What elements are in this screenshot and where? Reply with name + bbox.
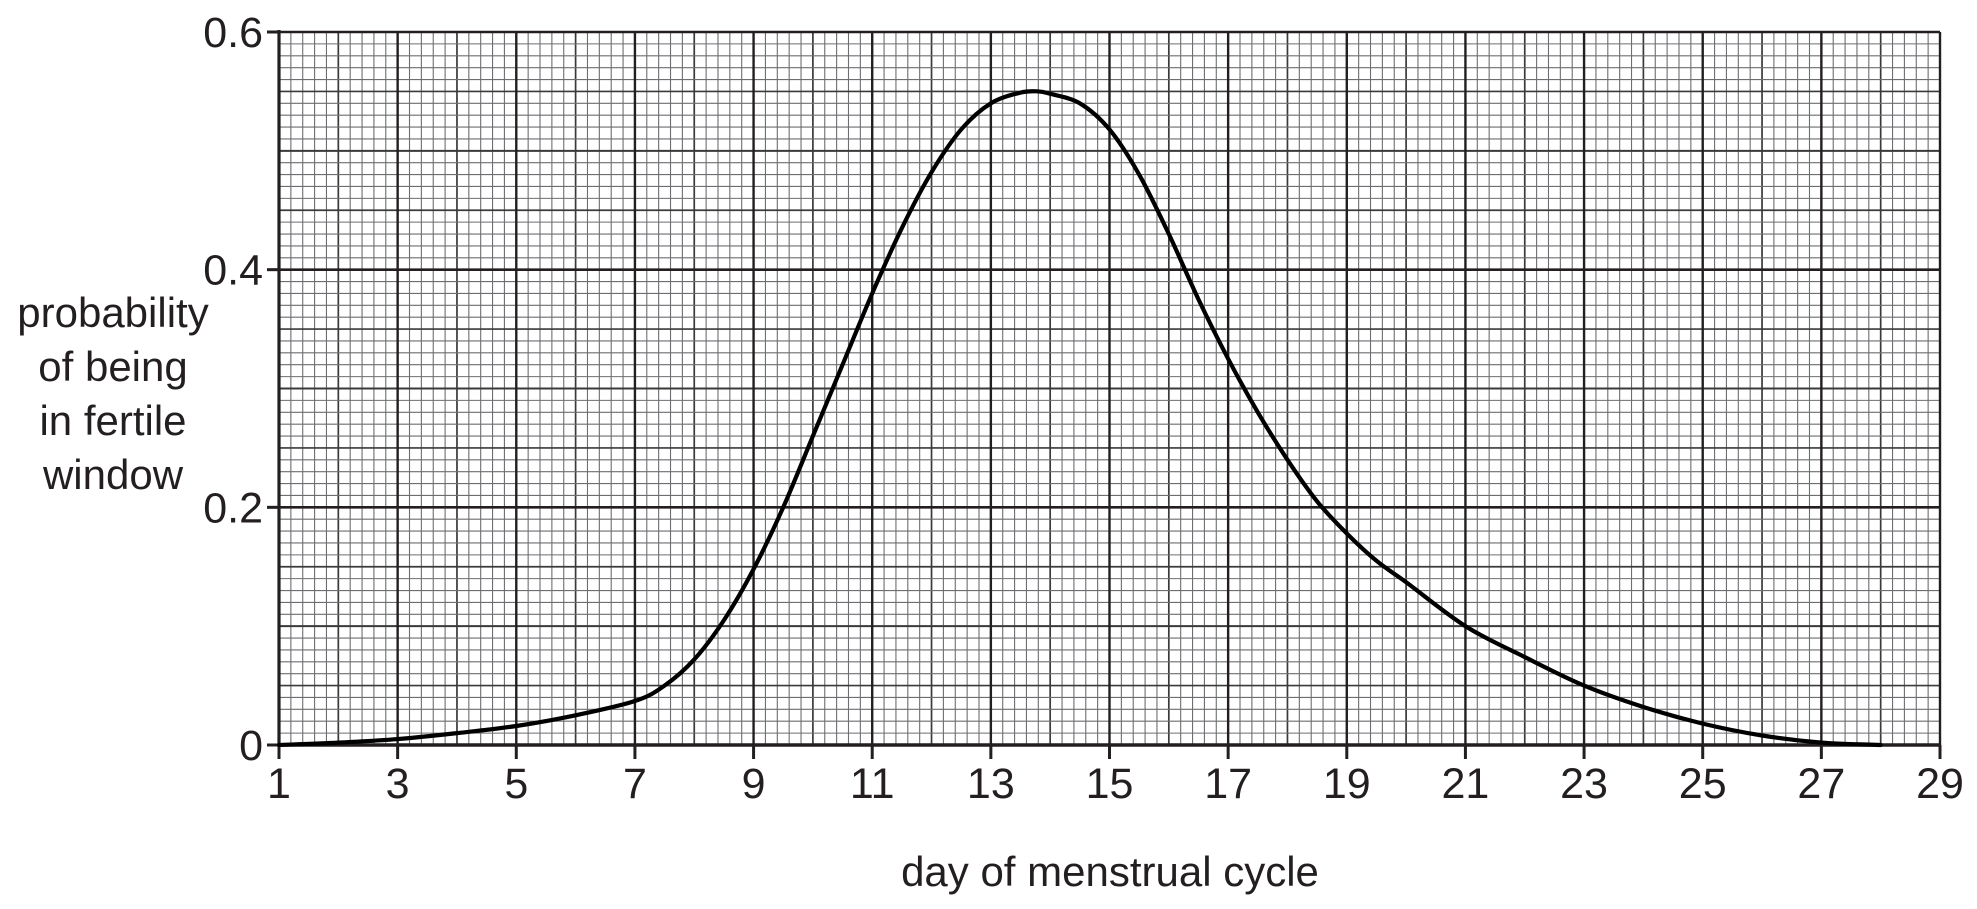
y-tick-labels: 0 0.2 0.4 0.6 xyxy=(203,9,263,770)
x-tick-label: 5 xyxy=(504,760,528,808)
x-axis-title: day of menstrual cycle xyxy=(901,848,1319,895)
axes xyxy=(267,30,1942,759)
y-tick-label: 0.4 xyxy=(203,247,263,295)
y-axis-title-line: in fertile xyxy=(39,397,186,444)
x-tick-label: 19 xyxy=(1323,760,1371,808)
x-tick-label: 15 xyxy=(1086,760,1134,808)
x-tick-label: 25 xyxy=(1679,760,1727,808)
x-tick-label: 17 xyxy=(1204,760,1252,808)
y-axis-title-line: window xyxy=(42,451,184,498)
x-tick-label: 11 xyxy=(850,760,895,808)
series-layer xyxy=(276,89,1883,748)
x-tick-label: 21 xyxy=(1442,760,1490,808)
y-tick-label: 0 xyxy=(239,722,263,770)
y-tick-label: 0.2 xyxy=(203,484,263,532)
x-tick-label: 1 xyxy=(267,760,291,808)
x-tick-label: 9 xyxy=(742,760,766,808)
x-tick-labels: 1 3 5 7 9 11 13 15 17 19 21 23 25 27 29 xyxy=(267,760,1964,808)
x-tick-label: 27 xyxy=(1797,760,1845,808)
x-tick-label: 7 xyxy=(623,760,647,808)
x-tick-label: 29 xyxy=(1916,760,1964,808)
x-tick-label: 13 xyxy=(967,760,1015,808)
y-tick-label: 0.6 xyxy=(203,9,263,57)
series-line xyxy=(276,89,1883,748)
y-axis-title-line: probability xyxy=(17,289,208,336)
y-axis-title: probability of being in fertile window xyxy=(17,289,208,498)
y-axis-title-line: of being xyxy=(38,343,187,390)
x-tick-label: 3 xyxy=(386,760,410,808)
x-tick-label: 23 xyxy=(1560,760,1608,808)
